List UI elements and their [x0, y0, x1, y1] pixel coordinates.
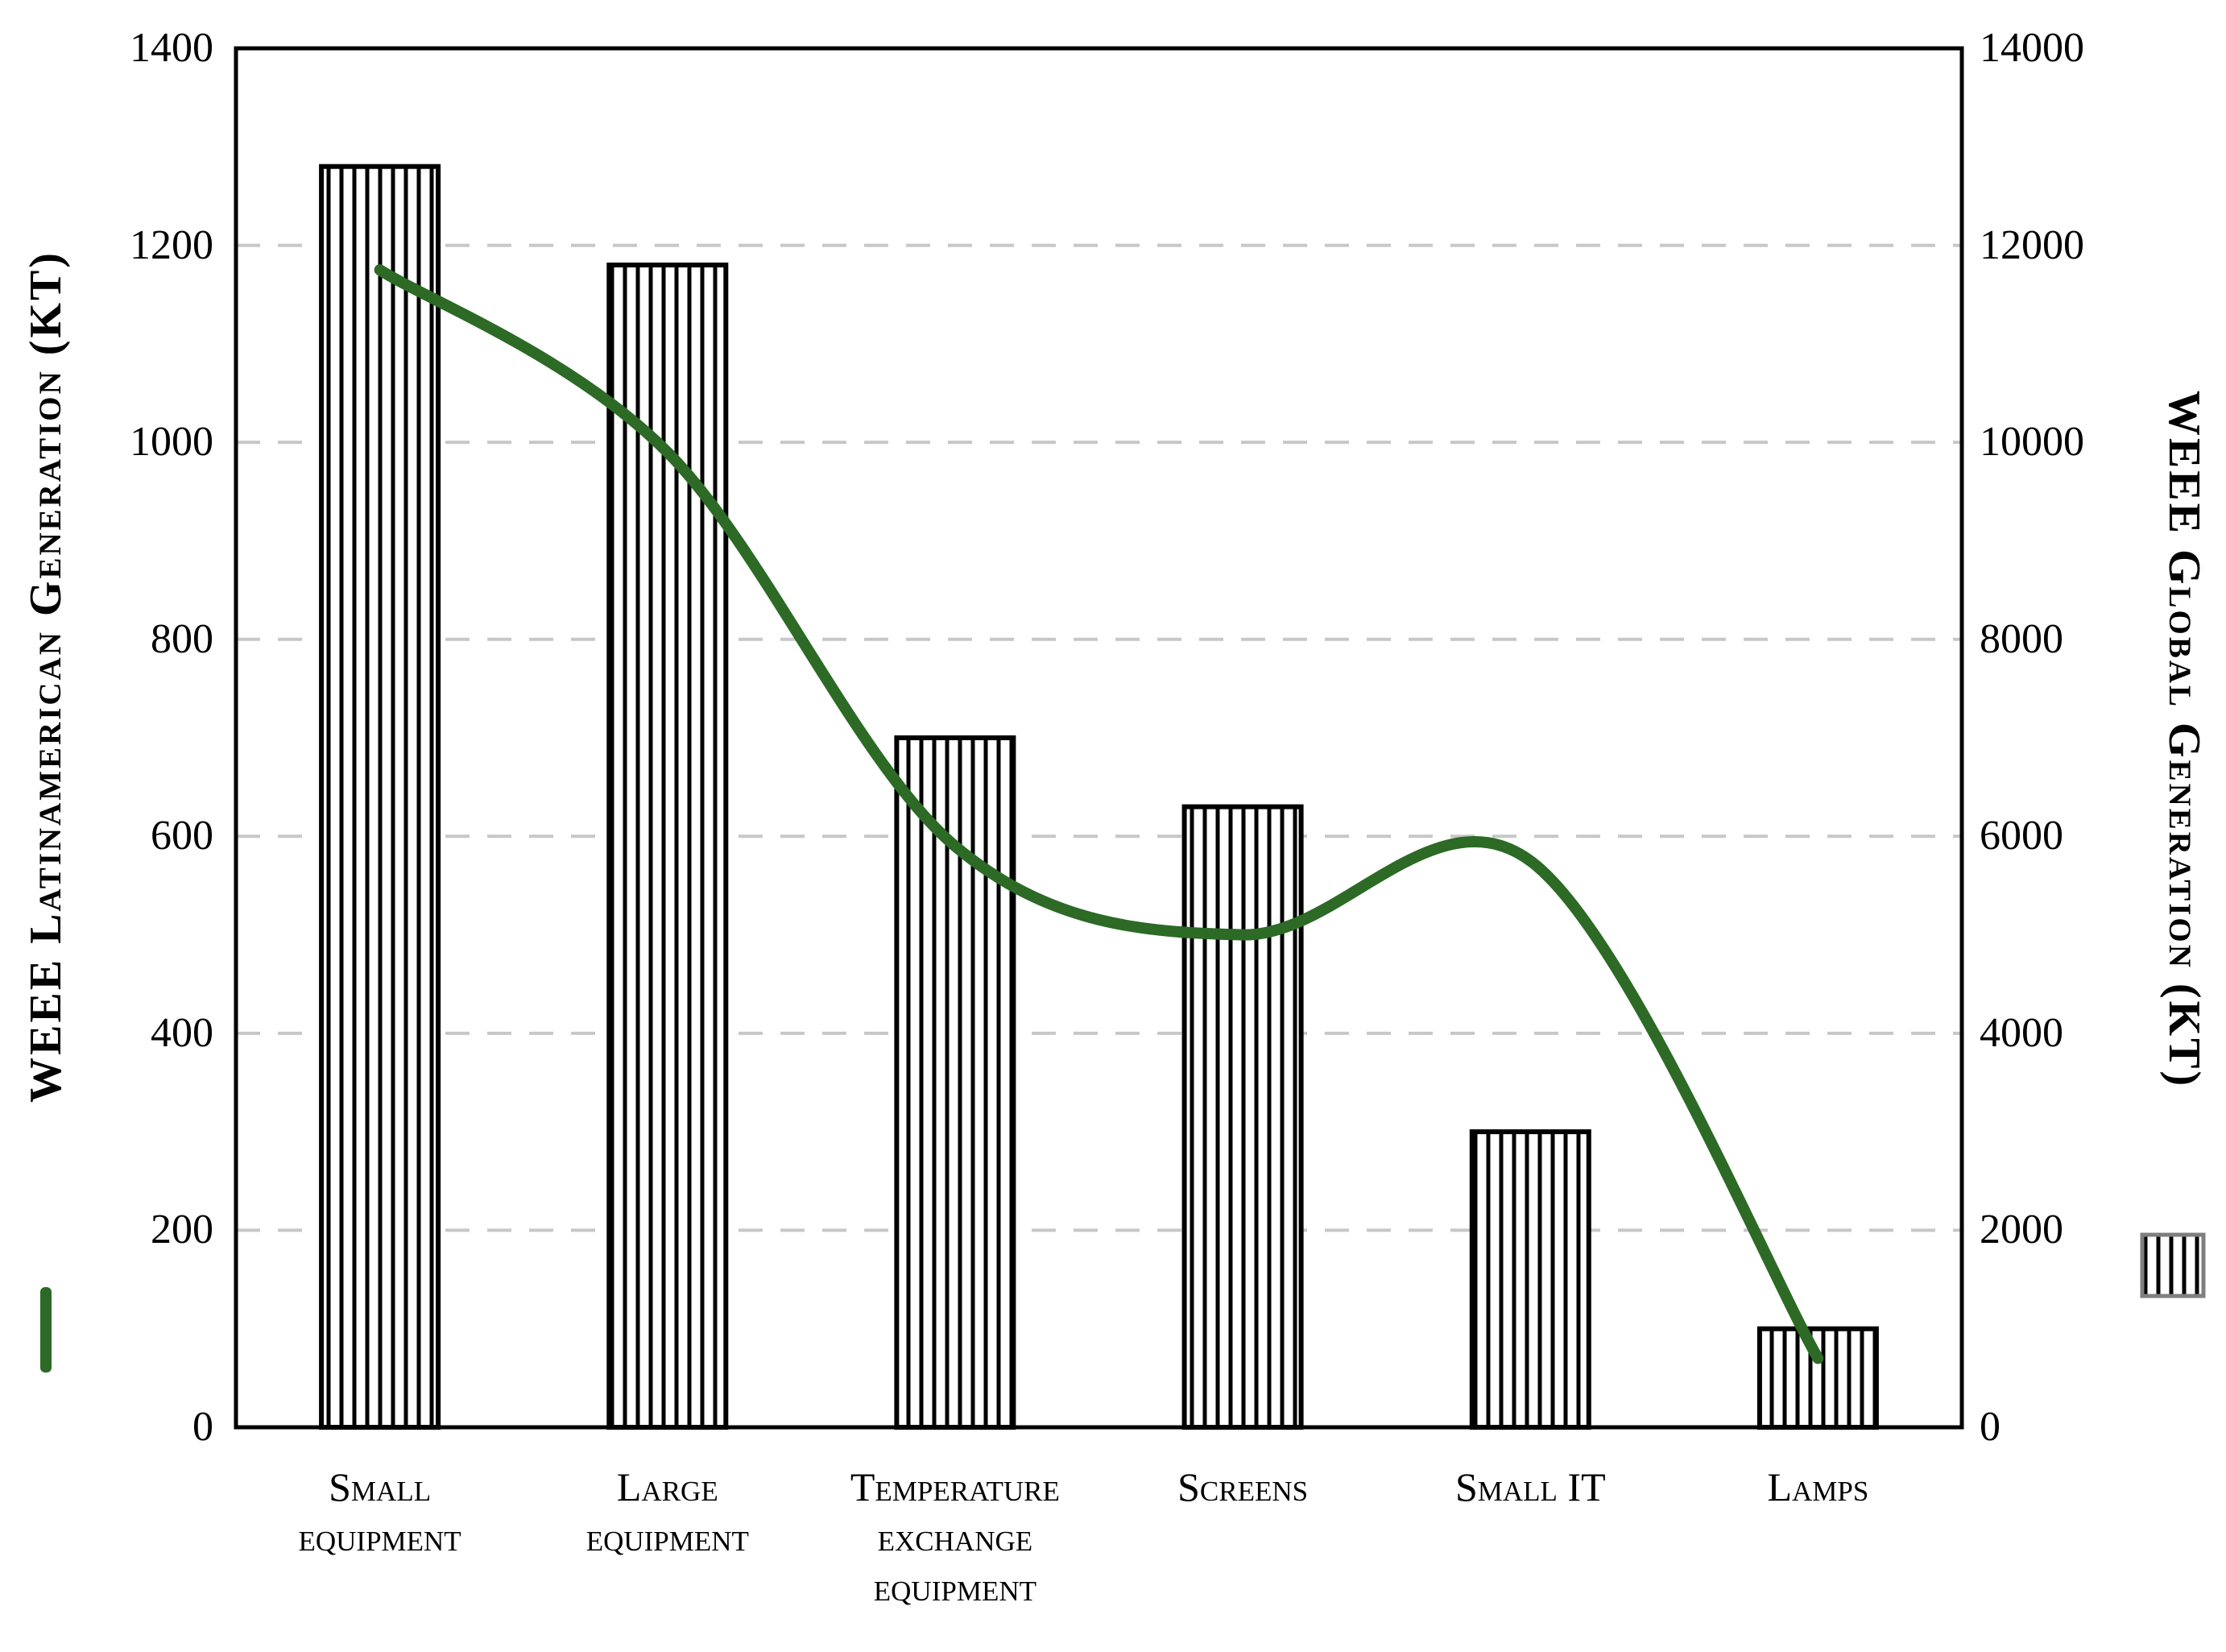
category-label-temperature-exchange-equipment: Temperature exchange equipment	[850, 1464, 1060, 1609]
right-tick-0: 0	[1980, 1404, 2001, 1450]
right-tick-12000: 12000	[1980, 222, 2084, 268]
right-tick-2000: 2000	[1980, 1207, 2063, 1253]
bar-large-equipment	[606, 263, 729, 1430]
bar-small-equipment	[319, 164, 441, 1430]
left-tick-1400: 1400	[130, 25, 213, 71]
left-tick-400: 400	[151, 1009, 213, 1056]
left-tick-600: 600	[151, 813, 213, 859]
left-tick-200: 200	[151, 1207, 213, 1253]
right-tick-14000: 14000	[1980, 25, 2084, 71]
category-label-small-it: Small IT	[1454, 1464, 1606, 1509]
left-tick-1200: 1200	[130, 222, 213, 268]
bar-screens	[1181, 804, 1304, 1430]
category-label-large-equipment: Large equipment	[585, 1464, 749, 1559]
left-tick-1000: 1000	[130, 419, 213, 466]
left-tick-0: 0	[192, 1404, 213, 1450]
left-axis-title: WEEE Latinamerican Generation (KT)	[21, 250, 71, 1103]
right-tick-6000: 6000	[1980, 813, 2063, 859]
right-tick-4000: 4000	[1980, 1009, 2063, 1056]
category-label-small-equipment: Small equipment	[298, 1464, 461, 1559]
plot-frame	[234, 46, 1964, 1430]
right-axis-title: WEEE Global Generation (KT)	[2159, 390, 2209, 1089]
bar-lamps	[1756, 1326, 1879, 1430]
right-tick-10000: 10000	[1980, 419, 2084, 466]
right-tick-8000: 8000	[1980, 615, 2063, 662]
legend-line-key	[40, 1287, 52, 1373]
left-tick-800: 800	[151, 615, 213, 662]
category-label-screens: Screens	[1177, 1464, 1309, 1509]
legend-hatch-box	[2140, 1232, 2206, 1298]
latam-line	[374, 264, 1824, 1364]
category-label-lamps: Lamps	[1767, 1464, 1869, 1509]
bar-small-it	[1469, 1129, 1591, 1430]
